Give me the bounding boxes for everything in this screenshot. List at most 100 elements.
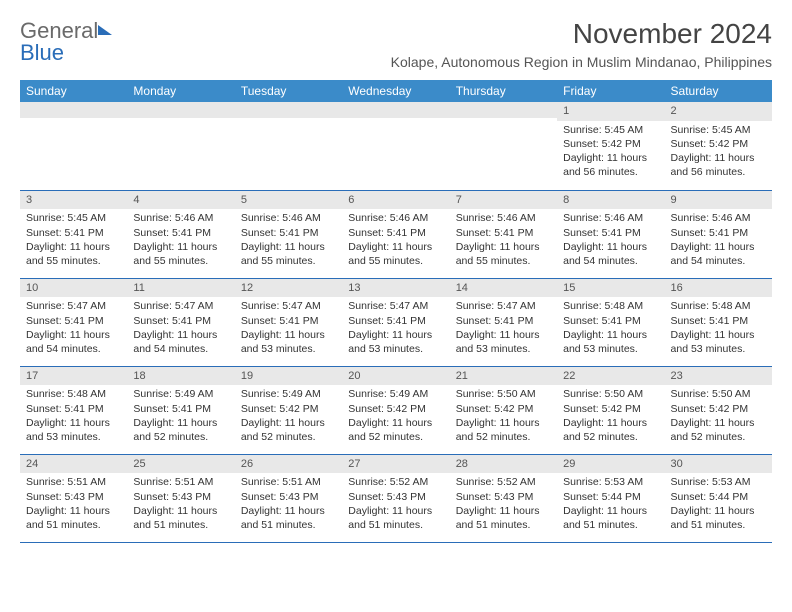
daylight-text: Daylight: 11 hours and 52 minutes. bbox=[348, 416, 443, 444]
sunset-text: Sunset: 5:42 PM bbox=[671, 402, 766, 416]
sunset-text: Sunset: 5:41 PM bbox=[241, 226, 336, 240]
daylight-text: Daylight: 11 hours and 55 minutes. bbox=[133, 240, 228, 268]
day-content: Sunrise: 5:50 AMSunset: 5:42 PMDaylight:… bbox=[450, 385, 557, 448]
calendar-cell: 6Sunrise: 5:46 AMSunset: 5:41 PMDaylight… bbox=[342, 190, 449, 278]
daylight-text: Daylight: 11 hours and 55 minutes. bbox=[456, 240, 551, 268]
daylight-text: Daylight: 11 hours and 53 minutes. bbox=[26, 416, 121, 444]
sunset-text: Sunset: 5:43 PM bbox=[241, 490, 336, 504]
day-content: Sunrise: 5:49 AMSunset: 5:42 PMDaylight:… bbox=[342, 385, 449, 448]
daylight-text: Daylight: 11 hours and 53 minutes. bbox=[671, 328, 766, 356]
day-content: Sunrise: 5:46 AMSunset: 5:41 PMDaylight:… bbox=[342, 209, 449, 272]
sunset-text: Sunset: 5:41 PM bbox=[348, 314, 443, 328]
daylight-text: Daylight: 11 hours and 51 minutes. bbox=[563, 504, 658, 532]
daylight-text: Daylight: 11 hours and 53 minutes. bbox=[456, 328, 551, 356]
day-number: 9 bbox=[665, 191, 772, 210]
day-number: 28 bbox=[450, 455, 557, 474]
calendar-row: 10Sunrise: 5:47 AMSunset: 5:41 PMDayligh… bbox=[20, 278, 772, 366]
sunrise-text: Sunrise: 5:47 AM bbox=[348, 299, 443, 313]
sunrise-text: Sunrise: 5:47 AM bbox=[133, 299, 228, 313]
day-number: 15 bbox=[557, 279, 664, 298]
sunrise-text: Sunrise: 5:46 AM bbox=[133, 211, 228, 225]
daylight-text: Daylight: 11 hours and 52 minutes. bbox=[241, 416, 336, 444]
day-content: Sunrise: 5:46 AMSunset: 5:41 PMDaylight:… bbox=[235, 209, 342, 272]
calendar-cell: 18Sunrise: 5:49 AMSunset: 5:41 PMDayligh… bbox=[127, 366, 234, 454]
calendar-row: 24Sunrise: 5:51 AMSunset: 5:43 PMDayligh… bbox=[20, 454, 772, 542]
day-number: 7 bbox=[450, 191, 557, 210]
calendar-cell: 16Sunrise: 5:48 AMSunset: 5:41 PMDayligh… bbox=[665, 278, 772, 366]
sunset-text: Sunset: 5:41 PM bbox=[671, 314, 766, 328]
calendar-cell: 19Sunrise: 5:49 AMSunset: 5:42 PMDayligh… bbox=[235, 366, 342, 454]
sunset-text: Sunset: 5:41 PM bbox=[456, 226, 551, 240]
day-content: Sunrise: 5:47 AMSunset: 5:41 PMDaylight:… bbox=[127, 297, 234, 360]
sunrise-text: Sunrise: 5:49 AM bbox=[241, 387, 336, 401]
day-content: Sunrise: 5:46 AMSunset: 5:41 PMDaylight:… bbox=[665, 209, 772, 272]
daylight-text: Daylight: 11 hours and 56 minutes. bbox=[671, 151, 766, 179]
day-content: Sunrise: 5:47 AMSunset: 5:41 PMDaylight:… bbox=[450, 297, 557, 360]
calendar-cell bbox=[127, 102, 234, 190]
daylight-text: Daylight: 11 hours and 56 minutes. bbox=[563, 151, 658, 179]
sunrise-text: Sunrise: 5:51 AM bbox=[241, 475, 336, 489]
day-content: Sunrise: 5:52 AMSunset: 5:43 PMDaylight:… bbox=[450, 473, 557, 536]
sunrise-text: Sunrise: 5:45 AM bbox=[26, 211, 121, 225]
sunset-text: Sunset: 5:41 PM bbox=[26, 402, 121, 416]
calendar-table: Sunday Monday Tuesday Wednesday Thursday… bbox=[20, 80, 772, 543]
calendar-cell: 14Sunrise: 5:47 AMSunset: 5:41 PMDayligh… bbox=[450, 278, 557, 366]
day-number: 14 bbox=[450, 279, 557, 298]
daylight-text: Daylight: 11 hours and 53 minutes. bbox=[241, 328, 336, 356]
daylight-text: Daylight: 11 hours and 52 minutes. bbox=[671, 416, 766, 444]
calendar-cell: 4Sunrise: 5:46 AMSunset: 5:41 PMDaylight… bbox=[127, 190, 234, 278]
day-number: 25 bbox=[127, 455, 234, 474]
day-content: Sunrise: 5:51 AMSunset: 5:43 PMDaylight:… bbox=[235, 473, 342, 536]
daylight-text: Daylight: 11 hours and 51 minutes. bbox=[26, 504, 121, 532]
sunrise-text: Sunrise: 5:46 AM bbox=[241, 211, 336, 225]
calendar-head: Sunday Monday Tuesday Wednesday Thursday… bbox=[20, 80, 772, 102]
sunrise-text: Sunrise: 5:50 AM bbox=[563, 387, 658, 401]
sunset-text: Sunset: 5:41 PM bbox=[241, 314, 336, 328]
day-number: 5 bbox=[235, 191, 342, 210]
day-content: Sunrise: 5:47 AMSunset: 5:41 PMDaylight:… bbox=[235, 297, 342, 360]
sunrise-text: Sunrise: 5:50 AM bbox=[456, 387, 551, 401]
dayheader-sat: Saturday bbox=[665, 80, 772, 102]
calendar-cell: 2Sunrise: 5:45 AMSunset: 5:42 PMDaylight… bbox=[665, 102, 772, 190]
dayheader-mon: Monday bbox=[127, 80, 234, 102]
calendar-cell: 21Sunrise: 5:50 AMSunset: 5:42 PMDayligh… bbox=[450, 366, 557, 454]
day-content: Sunrise: 5:50 AMSunset: 5:42 PMDaylight:… bbox=[665, 385, 772, 448]
day-number: 3 bbox=[20, 191, 127, 210]
day-number: 19 bbox=[235, 367, 342, 386]
calendar-cell: 8Sunrise: 5:46 AMSunset: 5:41 PMDaylight… bbox=[557, 190, 664, 278]
day-content: Sunrise: 5:46 AMSunset: 5:41 PMDaylight:… bbox=[557, 209, 664, 272]
sunset-text: Sunset: 5:42 PM bbox=[348, 402, 443, 416]
calendar-cell: 17Sunrise: 5:48 AMSunset: 5:41 PMDayligh… bbox=[20, 366, 127, 454]
day-content: Sunrise: 5:45 AMSunset: 5:42 PMDaylight:… bbox=[665, 121, 772, 184]
daylight-text: Daylight: 11 hours and 54 minutes. bbox=[133, 328, 228, 356]
daylight-text: Daylight: 11 hours and 52 minutes. bbox=[563, 416, 658, 444]
sunrise-text: Sunrise: 5:50 AM bbox=[671, 387, 766, 401]
calendar-cell: 20Sunrise: 5:49 AMSunset: 5:42 PMDayligh… bbox=[342, 366, 449, 454]
day-number: 30 bbox=[665, 455, 772, 474]
sunset-text: Sunset: 5:41 PM bbox=[133, 226, 228, 240]
calendar-cell: 27Sunrise: 5:52 AMSunset: 5:43 PMDayligh… bbox=[342, 454, 449, 542]
day-number: 26 bbox=[235, 455, 342, 474]
sunrise-text: Sunrise: 5:51 AM bbox=[133, 475, 228, 489]
calendar-cell: 9Sunrise: 5:46 AMSunset: 5:41 PMDaylight… bbox=[665, 190, 772, 278]
daylight-text: Daylight: 11 hours and 52 minutes. bbox=[133, 416, 228, 444]
day-number: 18 bbox=[127, 367, 234, 386]
sunrise-text: Sunrise: 5:46 AM bbox=[348, 211, 443, 225]
sunset-text: Sunset: 5:42 PM bbox=[671, 137, 766, 151]
daylight-text: Daylight: 11 hours and 55 minutes. bbox=[26, 240, 121, 268]
calendar-row: 1Sunrise: 5:45 AMSunset: 5:42 PMDaylight… bbox=[20, 102, 772, 190]
sunset-text: Sunset: 5:41 PM bbox=[26, 226, 121, 240]
day-number: 1 bbox=[557, 102, 664, 121]
day-number: 17 bbox=[20, 367, 127, 386]
day-number bbox=[127, 102, 234, 118]
sunrise-text: Sunrise: 5:52 AM bbox=[348, 475, 443, 489]
dayheader-thu: Thursday bbox=[450, 80, 557, 102]
sunset-text: Sunset: 5:43 PM bbox=[348, 490, 443, 504]
sunrise-text: Sunrise: 5:52 AM bbox=[456, 475, 551, 489]
sunset-text: Sunset: 5:42 PM bbox=[563, 402, 658, 416]
day-number bbox=[235, 102, 342, 118]
calendar-cell: 26Sunrise: 5:51 AMSunset: 5:43 PMDayligh… bbox=[235, 454, 342, 542]
calendar-cell: 24Sunrise: 5:51 AMSunset: 5:43 PMDayligh… bbox=[20, 454, 127, 542]
calendar-cell: 15Sunrise: 5:48 AMSunset: 5:41 PMDayligh… bbox=[557, 278, 664, 366]
day-content: Sunrise: 5:51 AMSunset: 5:43 PMDaylight:… bbox=[20, 473, 127, 536]
